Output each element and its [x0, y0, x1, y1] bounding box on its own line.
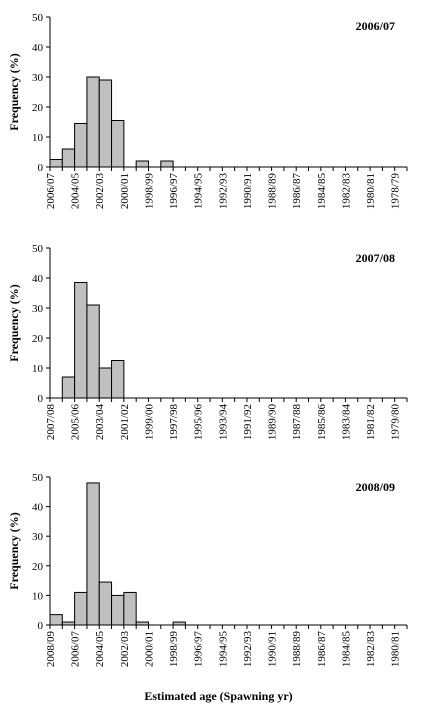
- x-tick-label: 1988/89: [291, 631, 303, 668]
- bar: [74, 282, 88, 399]
- y-tick-label: 10: [32, 590, 44, 602]
- x-tick-label: 2007/08: [45, 404, 57, 441]
- x-tick-label: 2000/01: [119, 173, 131, 209]
- x-tick-label: 1991/92: [242, 404, 254, 440]
- x-tick-label: 1996/97: [168, 173, 180, 210]
- x-tick-label: 1987/88: [291, 404, 303, 441]
- y-tick-label: 30: [32, 531, 44, 543]
- x-tick-label: 1980/81: [390, 631, 402, 667]
- y-axis-label: Frequency (%): [7, 284, 21, 361]
- x-tick-label: 1980/81: [365, 173, 377, 209]
- x-tick-label: 2004/05: [70, 173, 82, 210]
- x-tick-label: 1992/93: [217, 173, 229, 210]
- bar: [111, 120, 125, 168]
- x-tick-label: 1990/91: [242, 173, 254, 209]
- y-tick-label: 30: [32, 303, 44, 315]
- y-tick-label: 0: [38, 620, 44, 632]
- x-tick-label: 1998/99: [168, 631, 180, 668]
- x-tick-label: 1995/96: [193, 404, 205, 441]
- x-tick-label: 1986/87: [291, 173, 303, 210]
- bar: [74, 123, 88, 168]
- x-tick-label: 2002/03: [94, 173, 106, 210]
- bar: [98, 79, 113, 168]
- bar: [98, 367, 113, 399]
- x-tick-label: 1984/85: [340, 631, 352, 668]
- y-tick-label: 40: [32, 502, 44, 514]
- x-tick-label: 1986/87: [316, 631, 328, 668]
- y-axis-label: Frequency (%): [7, 512, 21, 589]
- x-axis-label: Estimated age (Spawning yr): [144, 689, 292, 703]
- bar: [111, 594, 125, 626]
- x-tick-label: 2002/03: [119, 631, 131, 668]
- y-tick-label: 0: [38, 393, 44, 405]
- bar: [111, 360, 125, 399]
- chart-panel-3: 0 10 20 30 40 50 2008/09 2006/07 2004/05 2002/03 2…: [7, 472, 408, 703]
- x-tick-label: 1978/79: [390, 173, 402, 210]
- y-tick-label: 50: [32, 243, 44, 255]
- bar: [135, 160, 149, 168]
- y-tick-label: 50: [32, 472, 44, 484]
- y-tick-label: 50: [32, 12, 44, 24]
- x-tick-label: 1985/86: [316, 404, 328, 441]
- bar: [74, 591, 88, 626]
- chart-panel-2: 0 10 20 30 40 50 2007/08 2005/06 2003/04 2001/02 1…: [7, 243, 408, 441]
- x-tick-label: 2000/01: [143, 631, 155, 667]
- x-tick-label: 1984/85: [316, 173, 328, 210]
- x-tick-label: 1992/93: [242, 631, 254, 668]
- x-tick-label: 1997/98: [168, 404, 180, 441]
- x-tick-label: 2001/02: [119, 404, 131, 440]
- bar: [86, 304, 100, 399]
- chart-panel-1: 0 10 20 30 40 50 2006/07 2004/05 2002/03 2000/01 1…: [7, 12, 408, 210]
- y-tick-label: 40: [32, 42, 44, 54]
- bar: [61, 376, 76, 399]
- y-tick-label: 20: [32, 102, 44, 114]
- x-tick-label: 1998/99: [143, 173, 155, 210]
- x-tick-label: 2005/06: [70, 404, 82, 441]
- x-tick-label: 1994/95: [217, 631, 229, 668]
- x-tick-label: 2008/09: [45, 631, 57, 668]
- y-tick-label: 10: [32, 363, 44, 375]
- x-tick-label: 1983/84: [340, 404, 352, 441]
- y-tick-label: 0: [38, 162, 44, 174]
- y-tick-label: 40: [32, 273, 44, 285]
- y-tick-label: 10: [32, 132, 44, 144]
- panel-title: 2007/08: [356, 251, 395, 265]
- y-tick-label: 30: [32, 72, 44, 84]
- y-tick-label: 20: [32, 561, 44, 573]
- x-tick-label: 1989/90: [267, 404, 279, 441]
- x-tick-label: 1993/94: [217, 404, 229, 441]
- x-tick-label: 1982/83: [365, 631, 377, 668]
- y-axis-label: Frequency (%): [7, 53, 21, 130]
- bar: [98, 581, 113, 626]
- x-tick-label: 1988/89: [267, 173, 279, 210]
- panel-title: 2006/07: [356, 19, 395, 33]
- panel-title: 2008/09: [356, 480, 395, 494]
- x-tick-label: 1981/82: [365, 404, 377, 440]
- x-tick-label: 1994/95: [193, 173, 205, 210]
- x-tick-label: 2006/07: [70, 631, 82, 668]
- x-tick-label: 2004/05: [94, 631, 106, 668]
- x-tick-label: 1999/00: [143, 404, 155, 441]
- x-tick-label: 1990/91: [267, 631, 279, 667]
- bar: [86, 76, 100, 168]
- bar: [86, 482, 100, 626]
- bar: [61, 148, 76, 168]
- bar: [49, 159, 63, 168]
- y-tick-label: 20: [32, 333, 44, 345]
- bar: [123, 591, 137, 626]
- x-tick-label: 2006/07: [45, 173, 57, 210]
- bar: [160, 160, 174, 168]
- x-tick-label: 1982/83: [340, 173, 352, 210]
- bar: [49, 614, 63, 626]
- x-tick-label: 1996/97: [193, 631, 205, 668]
- x-tick-label: 2003/04: [94, 404, 106, 441]
- x-tick-label: 1979/80: [390, 404, 402, 441]
